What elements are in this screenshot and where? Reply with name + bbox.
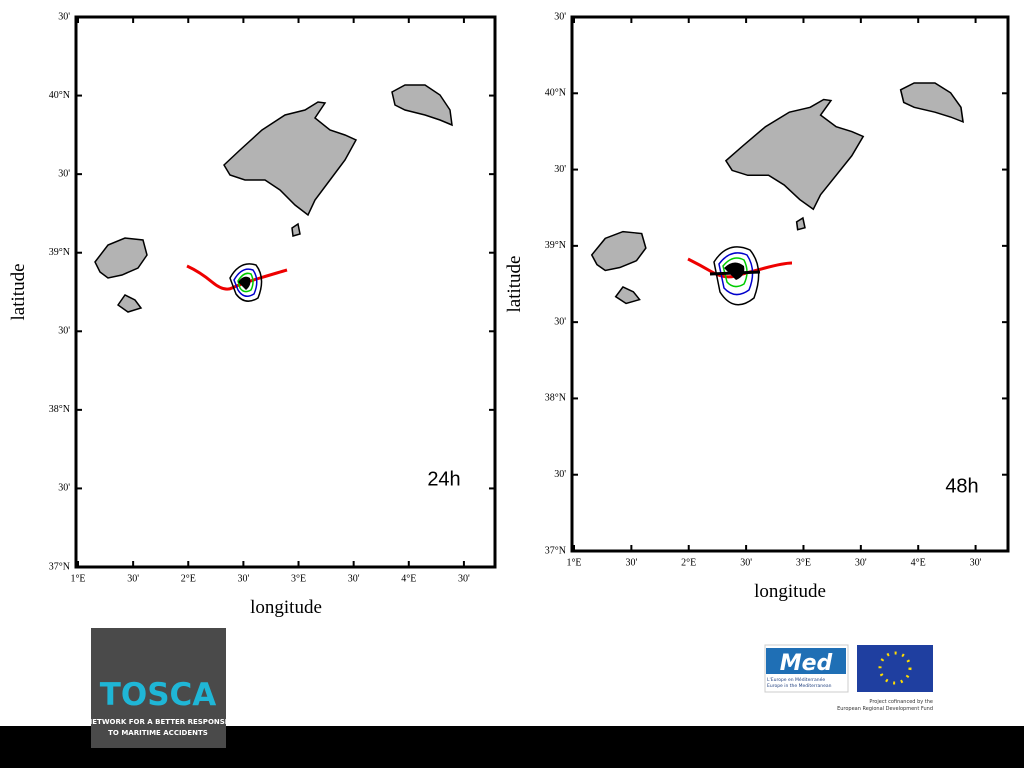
y-tick-label: 39°N: [49, 247, 70, 258]
x-tick-label: 1°E: [70, 573, 85, 584]
logo-text: Project cofinanced by the: [869, 699, 933, 705]
x-tick-label: 30': [237, 573, 249, 584]
y-tick-label: 30': [58, 326, 70, 337]
y-tick-label: 40°N: [545, 88, 566, 99]
x-axis-label: longitude: [754, 581, 826, 602]
logo-text: TO MARITIME ACCIDENTS: [108, 729, 208, 737]
oil-spill: [186, 263, 288, 302]
y-tick-label: 39°N: [545, 240, 566, 251]
time-label: 48h: [945, 475, 978, 497]
x-tick-label: 3°E: [796, 557, 811, 568]
y-tick-label: 30': [554, 316, 566, 327]
logo-text: NETWORK FOR A BETTER RESPONSE: [86, 718, 229, 726]
y-axis-label: latitude: [8, 264, 29, 321]
y-tick-label: 37°N: [545, 545, 566, 556]
logo-name: TOSCA: [100, 677, 217, 713]
logo-text: European Regional Development Fund: [837, 706, 933, 712]
time-label: 24h: [427, 468, 460, 490]
oil-spill: [687, 246, 793, 306]
x-tick-label: 2°E: [181, 573, 196, 584]
y-tick-label: 30': [58, 483, 70, 494]
x-tick-label: 30': [625, 557, 637, 568]
med-logo: Med L'Europe en Méditerranée Europe in t…: [764, 644, 849, 693]
y-tick-label: 30': [554, 164, 566, 175]
x-tick-label: 30': [127, 573, 139, 584]
y-tick-label: 40°N: [49, 90, 70, 101]
map-panel: 30' 40°N 30' 39°N 30' 38°N 30' 37°N1°E 30' 2°E 30'…: [8, 11, 497, 618]
x-tick-label: 30': [740, 557, 752, 568]
eu-logo: Project cofinanced by the European Regio…: [837, 645, 933, 712]
y-axis-label: latitude: [504, 256, 525, 313]
logo-text: L'Europe en Méditerranée: [767, 676, 825, 683]
x-tick-label: 30': [855, 557, 867, 568]
y-tick-label: 37°N: [49, 561, 70, 572]
x-tick-label: 4°E: [401, 573, 416, 584]
x-tick-label: 1°E: [566, 557, 581, 568]
x-tick-label: 30': [348, 573, 360, 584]
logo-name: Med: [780, 651, 833, 676]
y-tick-label: 30': [554, 11, 566, 22]
x-tick-label: 4°E: [911, 557, 926, 568]
map-panel: 30' 40°N 30' 39°N 30' 38°N 30' 37°N1°E 30' 2°E 30'…: [504, 11, 1010, 602]
y-tick-label: 38°N: [49, 404, 70, 415]
logo-text: Europe in the Mediterranean: [767, 683, 832, 689]
y-tick-label: 38°N: [545, 393, 566, 404]
y-tick-label: 30': [58, 168, 70, 179]
x-tick-label: 3°E: [291, 573, 306, 584]
x-tick-label: 30': [970, 557, 982, 568]
x-axis-label: longitude: [250, 597, 322, 618]
y-tick-label: 30': [58, 11, 70, 22]
y-tick-label: 30': [554, 469, 566, 480]
tosca-logo-base: [91, 726, 226, 748]
x-tick-label: 2°E: [681, 557, 696, 568]
x-tick-label: 30': [458, 573, 470, 584]
